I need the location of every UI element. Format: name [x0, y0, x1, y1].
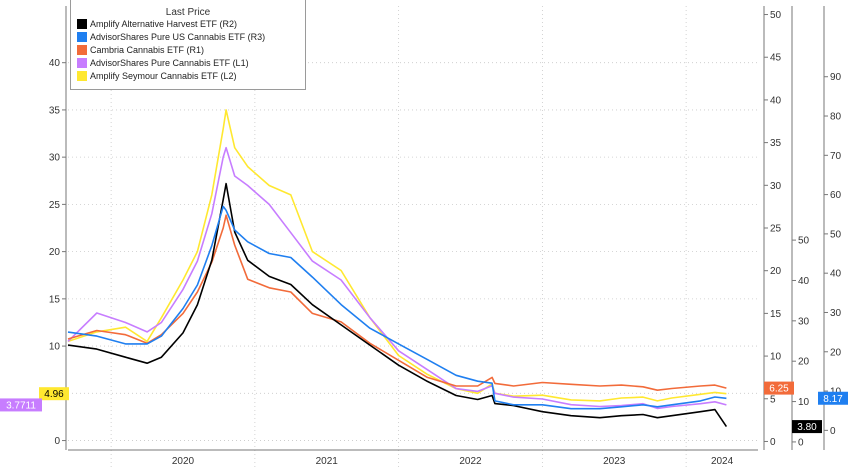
- series-line: [67, 182, 728, 428]
- y-tick-label: 20: [770, 266, 782, 277]
- legend-label: Cambria Cannabis ETF (R1): [90, 44, 205, 55]
- last-price-tag: [0, 398, 42, 412]
- y-tick-label: 5: [770, 394, 776, 405]
- y-tick-label: 25: [770, 224, 782, 235]
- last-price-tag: [39, 387, 69, 401]
- y-tick-label: 0: [770, 437, 776, 448]
- legend-item-cambria-cannabis: Cambria Cannabis ETF (R1): [77, 44, 204, 55]
- series-line: [67, 214, 727, 391]
- y-tick-label: 20: [49, 247, 61, 258]
- last-price-label: 6.25: [769, 384, 789, 395]
- y-tick-label: 10: [49, 342, 61, 353]
- y-tick-label: 80: [830, 112, 842, 123]
- y-tick-label: 50: [770, 10, 782, 21]
- y-tick-label: 0: [798, 437, 804, 448]
- legend-label: AdvisorShares Pure Cannabis ETF (L1): [90, 57, 249, 68]
- series-line: [67, 109, 727, 402]
- y-tick-label: 50: [830, 229, 842, 240]
- legend-swatch: [77, 44, 87, 55]
- grid-lines: [68, 6, 758, 468]
- legend-item-advisorshares-pure-us-cannabis: AdvisorShares Pure US Cannabis ETF (R3): [77, 31, 265, 42]
- y-tick-label: 30: [830, 308, 842, 319]
- series-line: [67, 146, 727, 410]
- right-axes: 0510152025303540455001020304050010203040…: [763, 6, 842, 450]
- legend-swatch: [77, 31, 87, 42]
- legend: Last Price Amplify Alternative Harvest E…: [70, 0, 306, 90]
- legend-item-amplify-seymour-cannabis: Amplify Seymour Cannabis ETF (L2): [77, 70, 237, 81]
- x-axis: 2020 2021 2022 2023 2024: [68, 449, 758, 467]
- last-price-tag: [764, 381, 794, 395]
- y-tick-label: 35: [770, 138, 782, 149]
- last-price-tag: [818, 391, 848, 405]
- x-tick-label: 2021: [316, 456, 339, 467]
- y-tick-label: 0: [54, 436, 60, 447]
- y-tick-label: 30: [770, 181, 782, 192]
- legend-item-advisorshares-pure-cannabis: AdvisorShares Pure Cannabis ETF (L1): [77, 57, 249, 68]
- y-tick-label: 15: [49, 294, 61, 305]
- y-tick-label: 20: [830, 347, 842, 358]
- legend-label: Amplify Alternative Harvest ETF (R2): [90, 18, 238, 29]
- last-price-label: 3.7711: [6, 400, 36, 411]
- y-tick-label: 70: [830, 151, 842, 162]
- series-line: [67, 205, 727, 410]
- y-tick-label: 45: [770, 53, 782, 64]
- x-tick-label: 2024: [711, 456, 734, 467]
- y-tick-label: 40: [770, 95, 782, 106]
- last-price-label: 4.96: [44, 389, 64, 400]
- y-tick-label: 60: [830, 190, 842, 201]
- legend-item-amplify-alternative-harvest: Amplify Alternative Harvest ETF (R2): [77, 18, 237, 29]
- y-tick-label: 40: [49, 58, 61, 69]
- y-tick-label: 25: [49, 200, 61, 211]
- legend-label: AdvisorShares Pure US Cannabis ETF (R3): [90, 31, 266, 42]
- y-tick-label: 40: [830, 269, 842, 280]
- y-tick-label: 30: [49, 153, 61, 164]
- y-tick-label: 10: [798, 397, 810, 408]
- x-tick-label: 2022: [459, 456, 482, 467]
- legend-swatch: [77, 70, 87, 81]
- y-tick-label: 10: [770, 352, 782, 363]
- x-tick-label: 2020: [172, 456, 195, 467]
- y-tick-label: 0: [830, 426, 836, 437]
- y-tick-label: 90: [830, 72, 842, 83]
- y-tick-label: 50: [798, 236, 810, 247]
- series-lines: [67, 109, 728, 428]
- legend-label: Amplify Seymour Cannabis ETF (L2): [90, 70, 237, 81]
- y-tick-label: 30: [798, 316, 810, 327]
- legend-title: Last Price: [165, 7, 211, 18]
- x-tick-label: 2023: [603, 456, 626, 467]
- y-tick-label: 40: [798, 276, 810, 287]
- y-tick-label: 15: [770, 309, 782, 320]
- y-tick-label: 35: [49, 105, 61, 116]
- legend-swatch: [77, 57, 87, 68]
- y-tick-label: 20: [798, 357, 810, 368]
- legend-swatch: [77, 18, 87, 29]
- last-price-tag: [792, 420, 822, 434]
- last-price-label: 8.17: [823, 394, 843, 405]
- last-price-labels: 4.96 3.7711 6.25 3.80 8.17: [0, 381, 848, 434]
- last-price-label: 3.80: [797, 422, 817, 433]
